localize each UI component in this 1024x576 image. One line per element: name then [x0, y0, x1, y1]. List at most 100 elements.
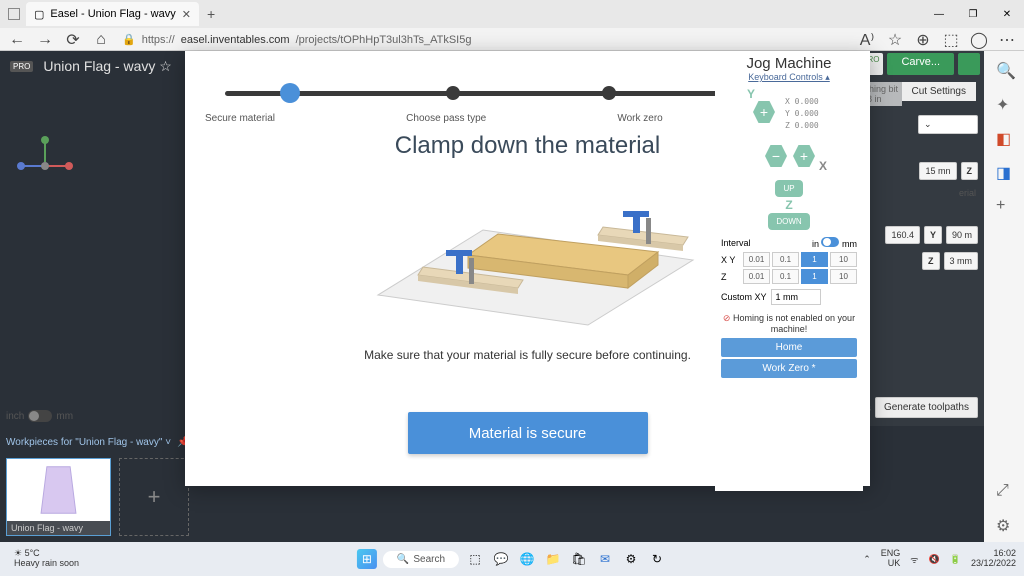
taskbar: ☀ 5°C Heavy rain soon ⊞ 🔍 Search ⬚ 💬 🌐 📁… — [0, 542, 1024, 576]
add-workpiece-button[interactable]: + — [119, 458, 189, 536]
rp-axis: Z — [961, 162, 979, 180]
y-readout: Y 0.000 — [785, 109, 819, 118]
window-controls: — ❐ ✕ — [922, 0, 1024, 28]
collections-icon[interactable]: ⊕ — [916, 33, 930, 47]
chat-icon[interactable]: 💬 — [491, 549, 511, 569]
step-label: Secure material — [205, 113, 275, 124]
rp-row-3: Z 3 mm — [864, 248, 984, 274]
step-cell[interactable]: 0.01 — [743, 252, 770, 267]
step-cell[interactable]: 1 — [801, 252, 828, 267]
jog-y-plus[interactable]: + — [753, 101, 775, 123]
add-icon[interactable]: + — [996, 197, 1012, 213]
lang2: UK — [888, 559, 901, 569]
step-dot-1[interactable] — [280, 83, 300, 103]
x-readout: X 0.000 — [785, 97, 819, 106]
sparkle-icon[interactable]: ✦ — [996, 95, 1012, 111]
minimize-button[interactable]: — — [922, 0, 956, 28]
tab-favicon: ▢ — [34, 8, 44, 21]
rp-row-1: 15 mn Z — [864, 158, 984, 184]
refresh-button[interactable]: ⟳ — [66, 33, 80, 47]
weather-text: Heavy rain soon — [14, 559, 79, 569]
taskbar-center: ⊞ 🔍 Search ⬚ 💬 🌐 📁 🛍 ✉ ⚙ ↻ — [357, 549, 667, 569]
date: 23/12/2022 — [971, 559, 1016, 569]
maximize-button[interactable]: ❐ — [956, 0, 990, 28]
wifi-icon[interactable]: ᯤ — [910, 553, 918, 566]
new-tab-button[interactable]: + — [207, 6, 215, 22]
work-zero-button[interactable]: Work Zero * — [721, 359, 857, 378]
jog-x-plus[interactable]: + — [793, 145, 815, 167]
unit-switch[interactable] — [28, 410, 52, 422]
search-icon[interactable]: 🔍 — [996, 61, 1012, 77]
carve-button[interactable]: Carve... — [887, 53, 954, 75]
jog-title: Jog Machine — [715, 51, 863, 72]
inch-label: inch — [6, 411, 24, 422]
generate-toolpaths-button[interactable]: Generate toolpaths — [875, 397, 978, 418]
clamp-illustration — [338, 180, 718, 330]
step-cell[interactable]: 1 — [801, 269, 828, 284]
step-cell[interactable]: 10 — [830, 252, 857, 267]
task-view-icon[interactable]: ⬚ — [465, 549, 485, 569]
app-title[interactable]: Union Flag - wavy ☆ — [43, 58, 171, 75]
read-aloud-icon[interactable]: A⁾ — [860, 33, 874, 47]
custom-xy-row: Custom XY — [715, 285, 863, 309]
custom-xy-input[interactable] — [771, 289, 821, 305]
start-button[interactable]: ⊞ — [357, 549, 377, 569]
app-top-right: PRO Carve... — [858, 53, 980, 75]
office-icon[interactable]: ◧ — [996, 129, 1012, 145]
unit-in: in — [812, 239, 819, 249]
tray-chevron[interactable]: ⌃ — [863, 554, 871, 565]
jog-x-minus[interactable]: − — [765, 145, 787, 167]
home-button[interactable]: Home — [721, 338, 857, 357]
step-cell[interactable]: 0.1 — [772, 269, 799, 284]
carve-expand-button[interactable] — [958, 53, 980, 75]
clock[interactable]: 16:02 23/12/2022 — [971, 549, 1016, 569]
rp-val: 160.4 — [885, 226, 920, 244]
unit-toggle[interactable] — [821, 237, 839, 247]
forward-button[interactable]: → — [38, 33, 52, 47]
weather-widget[interactable]: ☀ 5°C Heavy rain soon — [0, 549, 93, 569]
jog-z-up[interactable]: UP — [775, 180, 802, 197]
step-dot-3[interactable] — [602, 86, 616, 100]
step-cell[interactable]: 10 — [830, 269, 857, 284]
cut-settings-button[interactable]: Cut Settings — [902, 82, 976, 101]
language-indicator[interactable]: ENG UK — [881, 549, 901, 569]
step-cell[interactable]: 0.1 — [772, 252, 799, 267]
dropdown[interactable]: ⌄ — [918, 115, 978, 134]
rp-axis: Y — [924, 226, 942, 244]
store-icon[interactable]: 🛍 — [569, 549, 589, 569]
close-window-button[interactable]: ✕ — [990, 0, 1024, 28]
settings-icon[interactable]: ⚙ — [996, 516, 1012, 532]
step-cell[interactable]: 0.01 — [743, 269, 770, 284]
mail-icon[interactable]: ✉ — [595, 549, 615, 569]
back-button[interactable]: ← — [10, 33, 24, 47]
extensions-icon[interactable]: ⬚ — [944, 33, 958, 47]
edge-icon[interactable]: 🌐 — [517, 549, 537, 569]
tab-close-icon[interactable]: ✕ — [182, 8, 191, 21]
keyboard-controls-link[interactable]: Keyboard Controls ▴ — [715, 72, 863, 85]
browser-tab[interactable]: ▢ Easel - Union Flag - wavy ✕ — [26, 2, 199, 26]
taskbar-search[interactable]: 🔍 Search — [383, 551, 459, 568]
battery-icon[interactable]: 🔋 — [950, 554, 961, 565]
axes-gizmo[interactable] — [15, 136, 75, 196]
app-icon-2[interactable]: ↻ — [647, 549, 667, 569]
volume-icon[interactable]: 🔇 — [929, 554, 940, 565]
more-icon[interactable]: ⋯ — [1000, 33, 1014, 47]
home-button[interactable]: ⌂ — [94, 33, 108, 47]
step-dot-2[interactable] — [446, 86, 460, 100]
expand-icon[interactable]: ⤢ — [996, 482, 1012, 498]
url-box[interactable]: 🔒 https://easel.inventables.com/projects… — [122, 33, 846, 46]
app-icon[interactable]: ⚙ — [621, 549, 641, 569]
custom-xy-label: Custom XY — [721, 292, 767, 302]
explorer-icon[interactable]: 📁 — [543, 549, 563, 569]
material-secure-button[interactable]: Material is secure — [408, 412, 648, 454]
jog-z-down[interactable]: DOWN — [768, 213, 809, 230]
edge-sidebar: 🔍 ✦ ◧ ◨ + ⤢ ⚙ — [984, 51, 1024, 542]
y-axis-label: Y — [747, 87, 755, 101]
workpiece-thumb[interactable]: Union Flag - wavy — [6, 458, 111, 536]
favorite-icon[interactable]: ☆ — [888, 33, 902, 47]
interval-label: Interval — [721, 238, 751, 248]
profile-icon[interactable]: ◯ — [972, 33, 986, 47]
x-axis-label: X — [819, 159, 827, 173]
outlook-icon[interactable]: ◨ — [996, 163, 1012, 179]
rp-val: 90 m — [946, 226, 978, 244]
